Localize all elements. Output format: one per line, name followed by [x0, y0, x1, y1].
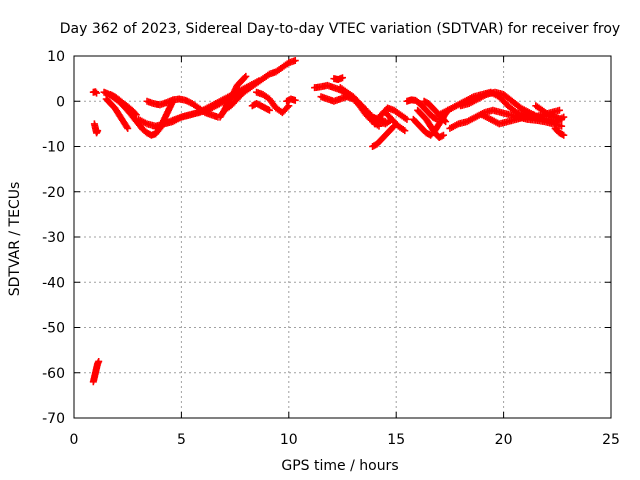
y-tick-label: -60: [42, 366, 65, 382]
series-s20: [371, 104, 411, 128]
data-point: [558, 115, 566, 123]
data-points: [89, 57, 568, 386]
x-tick-label: 15: [387, 432, 405, 448]
data-point: [95, 357, 103, 365]
data-point: [560, 131, 568, 139]
x-tick-label: 5: [177, 432, 186, 448]
x-tick-label: 20: [495, 432, 513, 448]
data-point: [401, 127, 409, 135]
series-s1: [89, 88, 101, 97]
axis-ticks: 0 5 10 15 20 25 10 0 -10 -20 -30 -40 -50 -60 -70: [42, 49, 620, 448]
series-s5: [102, 95, 132, 132]
data-point: [555, 106, 563, 114]
series-s9: [143, 95, 222, 121]
data-point: [124, 124, 132, 132]
data-point: [439, 131, 447, 139]
data-point: [291, 57, 299, 65]
series-s10: [216, 72, 250, 121]
y-tick-label: -20: [42, 185, 65, 201]
y-tick-label: -40: [42, 275, 65, 291]
data-point: [558, 122, 566, 130]
series-s11: [220, 57, 299, 114]
series-s3: [89, 357, 103, 386]
data-point: [132, 111, 140, 119]
x-tick-label: 25: [602, 432, 620, 448]
x-tick-label: 10: [280, 432, 298, 448]
data-point: [441, 116, 449, 124]
x-axis-label: GPS time / hours: [281, 458, 398, 474]
data-point: [94, 127, 102, 135]
series-s17: [330, 74, 346, 84]
series-s2: [90, 120, 102, 137]
data-point: [242, 72, 250, 80]
y-tick-label: 0: [56, 94, 65, 110]
series-s14: [283, 95, 299, 105]
series-s12: [253, 88, 293, 117]
chart-title: Day 362 of 2023, Sidereal Day-to-day VTE…: [60, 21, 620, 37]
data-point: [265, 106, 273, 114]
series-s31: [551, 124, 568, 139]
series-s13: [248, 100, 273, 114]
data-point: [442, 118, 450, 126]
data-point: [131, 110, 139, 118]
y-axis-label: SDTVAR / TECUs: [7, 182, 23, 297]
data-point: [284, 103, 292, 111]
data-point: [530, 111, 538, 119]
y-tick-label: -10: [42, 140, 65, 156]
series-s29: [478, 111, 538, 128]
data-point: [389, 123, 397, 131]
data-point: [123, 123, 131, 131]
data-point: [91, 88, 99, 96]
series-s24: [414, 106, 447, 141]
data-point: [93, 89, 101, 97]
y-tick-label: -70: [42, 411, 65, 427]
data-point: [403, 115, 411, 123]
x-tick-label: 0: [70, 432, 79, 448]
series-s30: [532, 102, 566, 123]
series-s28: [457, 88, 568, 126]
data-point: [339, 74, 346, 82]
series-s18: [336, 84, 396, 128]
series-s21: [381, 109, 409, 135]
data-point: [241, 73, 249, 81]
y-tick-label: -30: [42, 230, 65, 246]
data-point: [291, 96, 299, 104]
y-tick-label: -50: [42, 321, 65, 337]
series-s19: [369, 122, 398, 150]
series-s6: [107, 90, 140, 119]
y-tick-label: 10: [47, 49, 65, 65]
series-s22: [403, 96, 441, 123]
